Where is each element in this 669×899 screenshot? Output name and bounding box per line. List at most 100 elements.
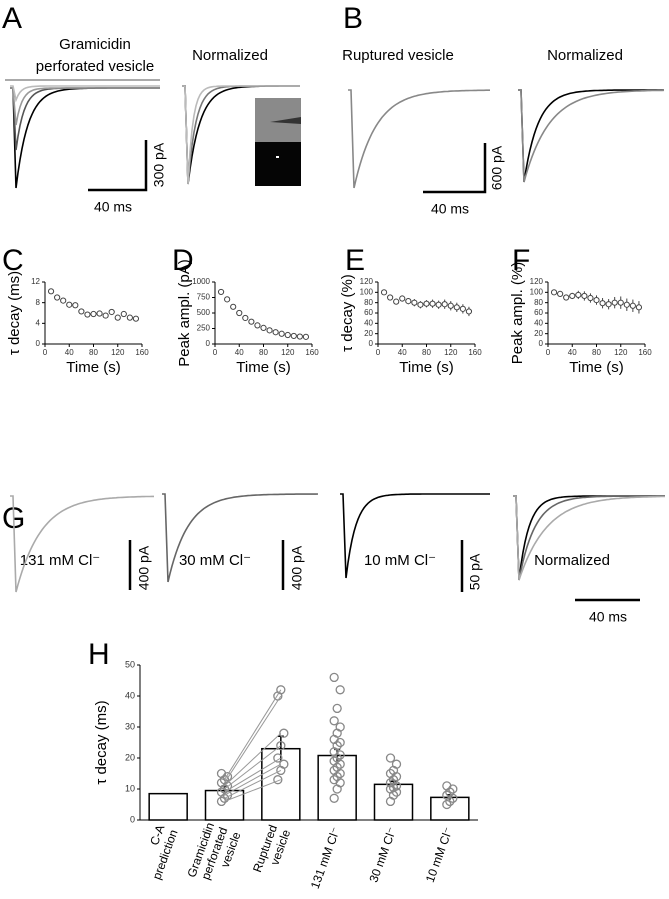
data-point <box>78 308 85 315</box>
data-point <box>66 301 73 308</box>
data-point <box>405 298 412 305</box>
x-tick-label: 80 <box>422 348 431 357</box>
x-tick-label: 0 <box>376 348 381 357</box>
y-axis-label: Peak ampl. (pA) <box>176 259 193 367</box>
data-point <box>290 332 297 340</box>
scale-label: 50 pA <box>467 553 483 590</box>
current-trace <box>513 495 665 581</box>
y-tick-label: 60 <box>364 308 373 317</box>
panel-title: 131 mM Cl⁻ <box>20 552 100 569</box>
x-tick-label: 120 <box>111 348 125 357</box>
x-tick-label: 0 <box>43 348 48 357</box>
y-tick-label: 4 <box>36 318 41 327</box>
y-axis-label: Peak ampl. (%) <box>509 262 526 365</box>
x-tick-label: 30 mM Cl⁻ <box>366 825 399 884</box>
y-tick-label: 0 <box>369 339 374 348</box>
bar <box>317 754 357 821</box>
pipette <box>270 117 301 124</box>
bar <box>148 792 188 821</box>
y-tick-label: 250 <box>197 324 211 333</box>
data-point <box>84 311 91 318</box>
data-point <box>423 300 430 307</box>
x-tick-label: 40 <box>398 348 407 357</box>
data-point <box>447 302 454 309</box>
y-tick-label: 12 <box>31 277 40 286</box>
current-trace <box>162 493 319 583</box>
data-point <box>302 333 310 340</box>
scale-label: 40 ms <box>431 201 469 217</box>
pair-line <box>224 779 282 802</box>
pair-line <box>224 695 282 784</box>
pair-line <box>224 757 282 793</box>
data-point <box>278 330 285 337</box>
data-point <box>605 301 612 308</box>
y-tick-label: 0 <box>539 339 544 348</box>
data-point <box>242 314 249 322</box>
data-point <box>90 310 97 318</box>
data-point <box>273 753 283 763</box>
data-point <box>102 312 109 319</box>
data-point <box>417 301 424 308</box>
scale-label: 40 ms <box>94 199 132 215</box>
current-trace <box>10 87 160 151</box>
data-point <box>569 292 576 300</box>
y-tick-label: 0 <box>36 339 41 348</box>
data-point <box>611 299 618 306</box>
y-tick-label: 750 <box>197 293 211 302</box>
data-point <box>385 778 396 788</box>
x-tick-label: 0 <box>213 348 218 357</box>
y-tick-label: 10 <box>125 783 135 793</box>
y-tick-label: 20 <box>364 329 373 338</box>
current-trace <box>10 87 160 189</box>
current-trace <box>513 495 665 581</box>
data-point <box>276 685 286 695</box>
x-axis-label: Time (s) <box>236 359 290 376</box>
x-tick-label: 40 <box>235 348 244 357</box>
x-tick-label: 120 <box>281 348 295 357</box>
data-point <box>629 302 636 309</box>
data-point <box>442 790 452 800</box>
y-tick-label: 8 <box>36 298 41 307</box>
x-axis-label: Time (s) <box>399 359 453 376</box>
x-tick-label: 40 <box>65 348 74 357</box>
scale-label: 400 pA <box>289 545 305 590</box>
y-axis-label: τ decay (ms) <box>93 700 110 784</box>
y-tick-label: 1000 <box>192 277 210 286</box>
pair-line <box>224 769 282 799</box>
y-tick-label: 0 <box>206 339 211 348</box>
data-point <box>276 740 286 751</box>
current-trace <box>10 85 160 103</box>
pair-line <box>224 732 282 787</box>
data-point <box>224 296 231 303</box>
data-point <box>47 288 55 295</box>
panel-title: Gramicidin <box>59 36 131 53</box>
scale-label: 400 pA <box>136 545 152 590</box>
data-point <box>435 301 442 308</box>
panel-title: Normalized <box>534 552 610 569</box>
x-tick-label: C-A <box>147 823 167 847</box>
data-point <box>273 775 283 785</box>
panel-title: 30 mM Cl⁻ <box>179 552 251 569</box>
data-point <box>329 793 339 803</box>
data-point <box>254 322 261 329</box>
data-point <box>329 716 339 726</box>
panel-letter: H <box>88 638 110 671</box>
data-point <box>550 289 558 296</box>
x-tick-label: 80 <box>592 348 601 357</box>
x-axis-label: Time (s) <box>569 359 623 376</box>
y-tick-label: 40 <box>125 690 135 700</box>
data-point <box>575 291 582 299</box>
data-point <box>465 308 473 315</box>
scale-bars <box>88 140 640 602</box>
data-point <box>587 294 594 302</box>
data-point <box>599 300 606 307</box>
panel-title: Normalized <box>192 47 268 64</box>
data-point <box>72 302 79 309</box>
data-point <box>216 787 227 797</box>
data-point <box>329 765 339 776</box>
data-point <box>132 315 140 322</box>
x-tick-label: 40 <box>568 348 577 357</box>
current-trace <box>10 495 154 593</box>
y-tick-label: 120 <box>530 277 544 286</box>
